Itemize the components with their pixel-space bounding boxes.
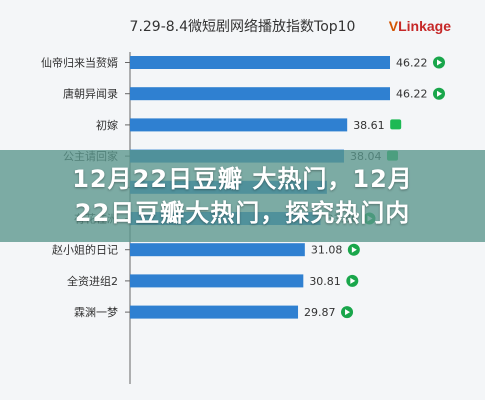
value-label: 30.81 [309, 275, 341, 288]
bar [130, 87, 390, 101]
logo-text: Linkage [398, 18, 451, 34]
value-label: 46.22 [396, 57, 428, 70]
value-label: 46.22 [396, 88, 428, 101]
value-label: 29.87 [304, 306, 336, 319]
headline-banner [0, 150, 485, 242]
bar [130, 243, 305, 257]
bar [130, 56, 390, 69]
bar [130, 274, 304, 288]
play-icon [347, 243, 360, 256]
headline-text: 12月22日豆瓣 大热门，12月 22日豆瓣大热门，探究热门内 [0, 162, 485, 230]
bar [130, 118, 348, 132]
value-label: 31.08 [311, 244, 343, 257]
value-label: 38.61 [353, 119, 385, 132]
play-icon [341, 306, 354, 319]
chart-title: 7.29-8.4微短剧网络播放指数Top10 [129, 19, 356, 35]
play-icon [433, 56, 445, 69]
category-label: 仙帝归来当赘婿 [41, 56, 118, 70]
play-icon [346, 274, 359, 287]
category-label: 初嫁 [96, 118, 118, 132]
category-label: 唐朝异闻录 [63, 87, 118, 101]
bar [130, 305, 299, 319]
category-label: 全资进组2 [67, 274, 118, 288]
category-label: 赵小姐的日记 [52, 243, 118, 257]
play-icon [433, 87, 445, 100]
headline-line-1: 12月22日豆瓣 大热门，12月 [72, 165, 413, 193]
logo-mark: V [388, 18, 399, 34]
iqiyi-icon [390, 119, 402, 130]
category-label: 霖渊一梦 [74, 306, 118, 319]
headline-line-2: 22日豆瓣大热门，探究热门内 [74, 199, 411, 227]
vlinkage-logo: VLinkage [389, 18, 451, 34]
